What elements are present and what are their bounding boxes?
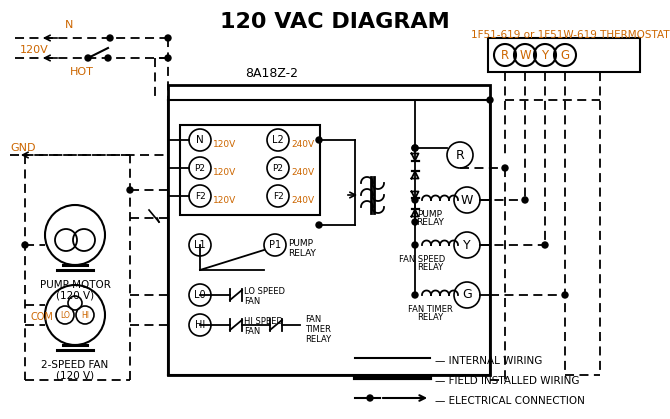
Text: TIMER: TIMER [305,324,331,334]
Text: 8A18Z-2: 8A18Z-2 [245,67,298,80]
Text: RELAY: RELAY [417,263,443,272]
Text: LO SPEED: LO SPEED [244,287,285,295]
Circle shape [412,292,418,298]
Text: P1: P1 [269,240,281,250]
Bar [488,38,640,72]
Text: RELAY: RELAY [305,334,331,344]
Text: RELAY: RELAY [417,313,443,322]
Text: G: G [462,289,472,302]
Circle shape [412,197,418,203]
Text: Y: Y [541,49,549,62]
Text: PUMP MOTOR: PUMP MOTOR [40,280,111,290]
Text: HI: HI [195,320,205,330]
Text: RELAY: RELAY [288,248,316,258]
Text: HI SPEED: HI SPEED [244,316,283,326]
Bar [168,85,490,375]
Text: W: W [461,194,473,207]
Circle shape [412,219,418,225]
Text: Y: Y [463,238,471,251]
Text: 2-SPEED FAN: 2-SPEED FAN [42,360,109,370]
Text: L2: L2 [272,135,284,145]
Text: (120 V): (120 V) [56,370,94,380]
Text: 240V: 240V [291,168,314,176]
Text: — FIELD INSTALLED WIRING: — FIELD INSTALLED WIRING [435,376,580,386]
Bar [180,125,320,215]
Text: R: R [456,148,464,161]
Text: 240V: 240V [291,196,314,204]
Circle shape [165,55,171,61]
Circle shape [85,55,91,61]
Text: FAN: FAN [244,326,260,336]
Text: R: R [501,49,509,62]
Text: 120V: 120V [20,45,49,55]
Circle shape [22,242,28,248]
Text: GND: GND [10,143,36,153]
Circle shape [316,137,322,143]
Text: G: G [560,49,570,62]
Circle shape [522,197,528,203]
Text: 120V: 120V [213,140,237,148]
Text: F2: F2 [194,191,206,201]
Text: 240V: 240V [291,140,314,148]
Circle shape [487,97,493,103]
Circle shape [165,35,171,41]
Circle shape [105,55,111,61]
Circle shape [367,395,373,401]
Text: W: W [519,49,531,62]
Circle shape [412,242,418,248]
Text: LO: LO [60,310,70,320]
Text: P2: P2 [194,163,206,173]
Text: 120V: 120V [213,196,237,204]
Circle shape [542,242,548,248]
Text: F2: F2 [273,191,283,201]
Text: HI: HI [81,310,89,320]
Text: PUMP: PUMP [417,210,442,219]
Text: FAN: FAN [244,297,260,305]
Text: FAN SPEED: FAN SPEED [399,255,445,264]
Text: 120 VAC DIAGRAM: 120 VAC DIAGRAM [220,12,450,32]
Text: N: N [196,135,204,145]
Text: PUMP: PUMP [288,238,313,248]
Circle shape [562,292,568,298]
Text: L1: L1 [194,240,206,250]
Text: — INTERNAL WIRING: — INTERNAL WIRING [435,356,543,366]
Text: FAN TIMER: FAN TIMER [407,305,452,314]
Text: (120 V): (120 V) [56,290,94,300]
Text: — ELECTRICAL CONNECTION: — ELECTRICAL CONNECTION [435,396,585,406]
Circle shape [502,165,508,171]
Circle shape [127,187,133,193]
Circle shape [107,35,113,41]
Text: RELAY: RELAY [416,218,444,227]
Text: L0: L0 [194,290,206,300]
Text: HOT: HOT [70,67,94,77]
Text: P2: P2 [273,163,283,173]
Circle shape [412,145,418,151]
Text: 1F51-619 or 1F51W-619 THERMOSTAT: 1F51-619 or 1F51W-619 THERMOSTAT [472,30,670,40]
Circle shape [412,145,418,151]
Circle shape [316,222,322,228]
Text: COM: COM [30,312,53,322]
Text: N: N [65,20,74,30]
Text: FAN: FAN [305,315,321,323]
Text: 120V: 120V [213,168,237,176]
